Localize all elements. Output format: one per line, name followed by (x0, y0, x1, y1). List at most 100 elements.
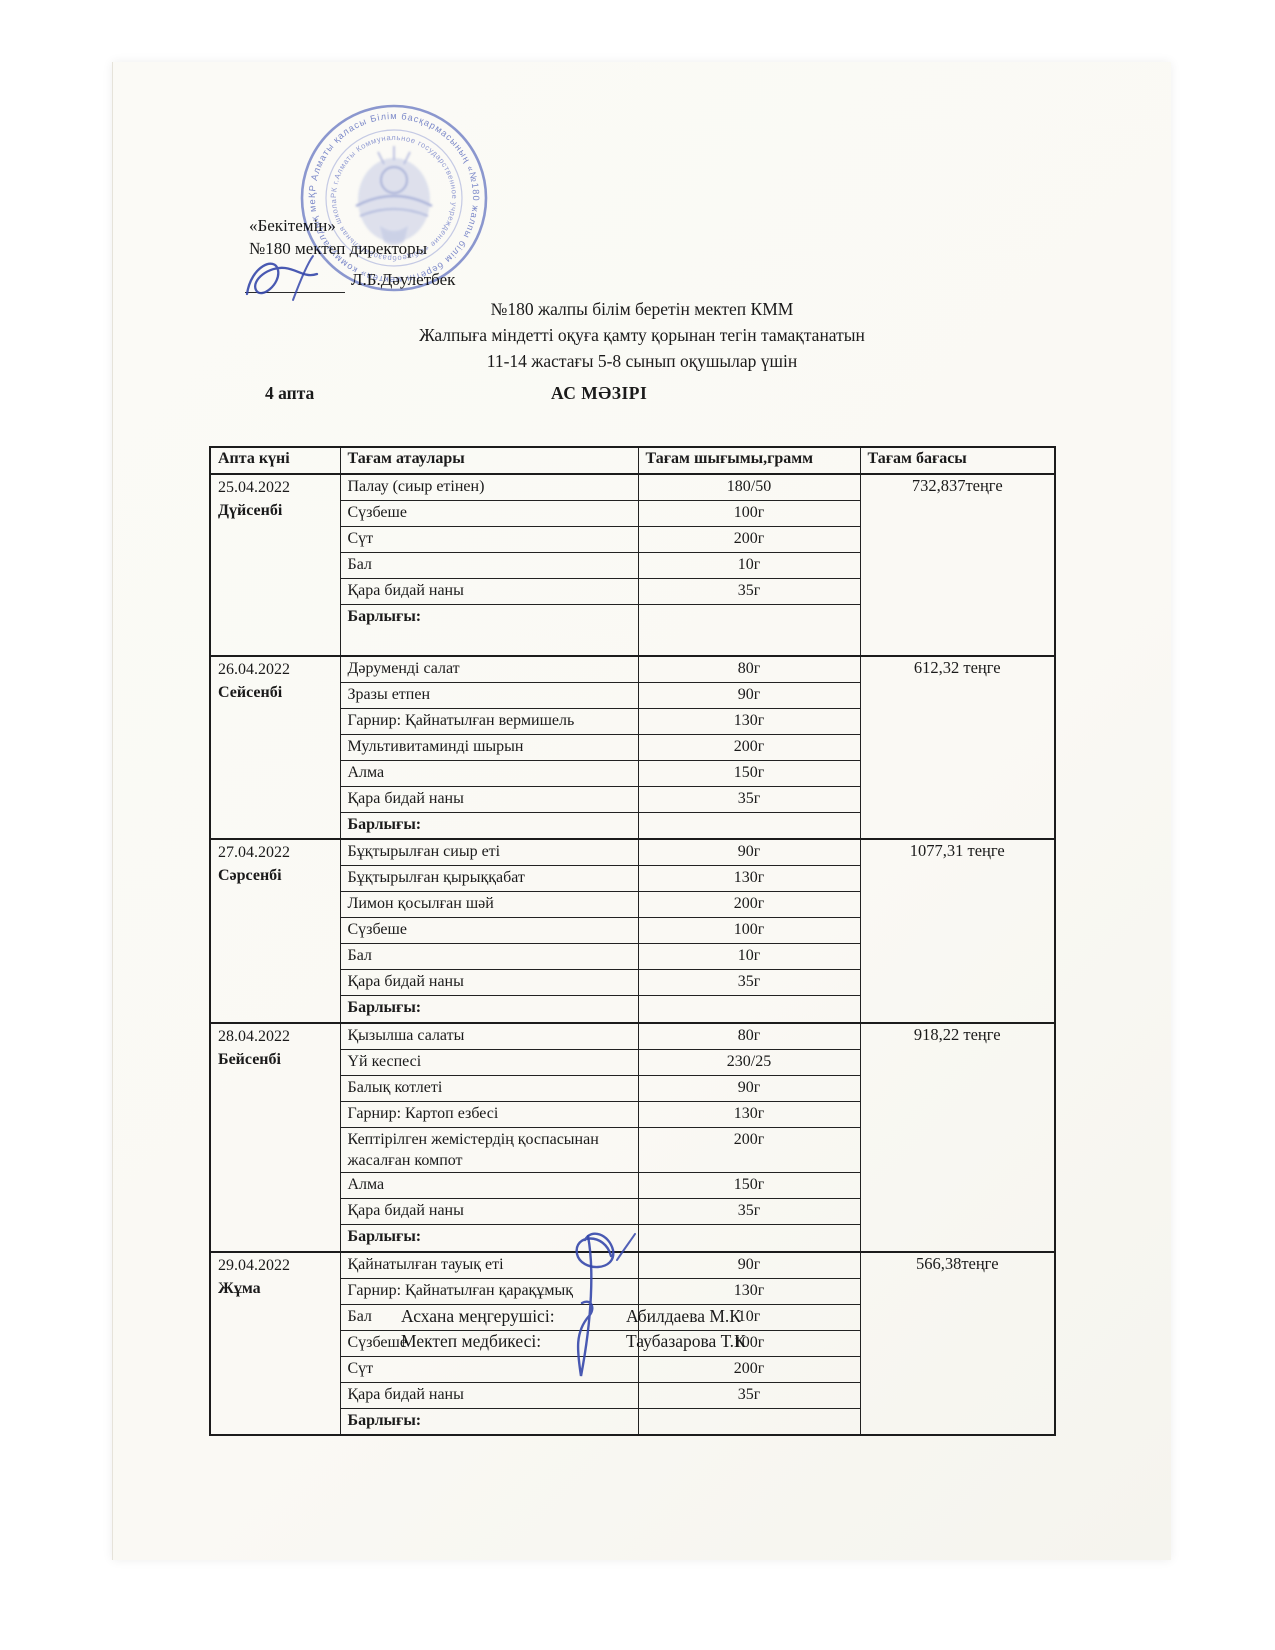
col-header-dish: Тағам атаулары (339, 446, 639, 475)
dish-name: Қара бидай наны (339, 786, 639, 813)
dish-name: Алма (339, 1172, 639, 1199)
menu-item-row: Сүт 200г (210, 526, 1055, 553)
col-header-amount: Тағам шығымы,грамм (637, 446, 861, 475)
menu-item-row: Кептірілген жемістердің қоспасынан жасал… (210, 1127, 1055, 1173)
day-date: 28.04.2022 (218, 1028, 290, 1045)
dish-name: Сүзбеше (339, 917, 639, 944)
day-cell: 29.04.2022 Жұма (209, 1251, 341, 1436)
day-weekday: Бейсенбі (218, 1051, 281, 1068)
dish-amount: 200г (637, 891, 861, 918)
dish-name: Сүт (339, 526, 639, 553)
title-line-1: №180 жалпы білім беретін мектеп КММ (490, 299, 794, 319)
menu-item-row: Мультивитаминді шырын 200г (210, 734, 1055, 761)
dish-name: Кептірілген жемістердің қоспасынан жасал… (339, 1127, 639, 1173)
dish-amount: 10г (637, 552, 861, 579)
menu-item-row: Қара бидай наны 35г (210, 1382, 1055, 1409)
dish-amount: 35г (637, 786, 861, 813)
day-price: 1077,31 теңге (859, 838, 1056, 1024)
dish-amount: 150г (637, 1172, 861, 1199)
menu-item-row: Гарнир: Қайнатылған вермишель 130г (210, 708, 1055, 735)
dish-name: Сүзбеше (339, 500, 639, 527)
menu-item-row: Лимон қосылған шәй 200г (210, 891, 1055, 918)
menu-item-row: 25.04.2022 Дүйсенбі Палау (сиыр етінен) 180… (209, 473, 1056, 657)
day-block-27.04.2022: 27.04.2022 Сәрсенбі Бұқтырылған сиыр еті 90… (209, 838, 1056, 1024)
dish-amount: 90г (637, 1251, 861, 1279)
dish-amount: 130г (637, 708, 861, 735)
dish-name: Қара бидай наны (339, 969, 639, 996)
day-block-26.04.2022: 26.04.2022 Сейсенбі Дәруменді салат 80г 612,… (209, 655, 1056, 840)
dish-amount: 150г (637, 760, 861, 787)
menu-item-row: 26.04.2022 Сейсенбі Дәруменді салат 80г 612,… (209, 655, 1056, 840)
dish-name: Алма (339, 760, 639, 787)
day-block-25.04.2022: 25.04.2022 Дүйсенбі Палау (сиыр етінен) 180… (209, 473, 1056, 657)
total-amount-empty (637, 604, 861, 657)
dish-name: Зразы етпен (339, 682, 639, 709)
dish-amount: 35г (637, 1382, 861, 1409)
footer-name-1: Абилдаева М.К (626, 1306, 741, 1326)
dish-amount: 80г (637, 655, 861, 683)
total-label: Барлығы: (339, 995, 639, 1024)
dish-name: Гарнир: Картоп езбесі (339, 1101, 639, 1128)
dish-amount: 200г (637, 526, 861, 553)
col-header-day: Апта күні (209, 446, 341, 475)
paper-sheet: ҚР Алматы қаласы Білім басқармасының «№1… (112, 62, 1171, 1560)
dish-amount: 35г (637, 578, 861, 605)
day-weekday: Жұма (218, 1280, 261, 1297)
dish-amount: 90г (637, 682, 861, 709)
day-price: 612,32 теңге (859, 655, 1056, 840)
dish-amount: 200г (637, 1356, 861, 1383)
dish-amount: 90г (637, 838, 861, 866)
day-block-29.04.2022: 29.04.2022 Жұма Қайнатылған тауық еті 90г 56… (209, 1251, 1056, 1436)
footer-roles: Асхана меңгерушісі: Мектеп медбикесі: (401, 1304, 555, 1354)
total-row: Барлығы: (210, 1224, 1055, 1253)
dish-name: Бұқтырылған сиыр еті (339, 838, 639, 866)
dish-name: Дәруменді салат (339, 655, 639, 683)
total-amount-empty (637, 1224, 861, 1253)
dish-name: Үй кеспесі (339, 1049, 639, 1076)
title-line-3: 11-14 жастағы 5-8 сынып оқушылар үшін (486, 351, 798, 371)
day-date: 27.04.2022 (218, 844, 290, 861)
menu-item-row: 28.04.2022 Бейсенбі Қызылша салаты 80г 918,2… (209, 1022, 1056, 1253)
menu-item-row: Бал 10г (210, 943, 1055, 970)
day-date: 26.04.2022 (218, 661, 290, 678)
dish-amount: 10г (637, 943, 861, 970)
day-weekday: Сейсенбі (218, 684, 283, 701)
menu-table: Апта күні Тағам атаулары Тағам шығымы,гр… (209, 446, 1056, 1436)
dish-amount: 180/50 (637, 473, 861, 501)
footer-signature-icon (575, 1232, 636, 1377)
dish-name: Қара бидай наны (339, 1382, 639, 1409)
dish-name: Бұқтырылған қырыққабат (339, 865, 639, 892)
menu-item-row: Алма 150г (210, 760, 1055, 787)
total-amount-empty (637, 812, 861, 840)
col-header-price: Тағам бағасы (859, 446, 1056, 475)
dish-name: Лимон қосылған шәй (339, 891, 639, 918)
total-amount-empty (637, 1408, 861, 1436)
total-label: Барлығы: (339, 1224, 639, 1253)
menu-item-row: Қара бидай наны 35г (210, 786, 1055, 813)
menu-title: АС МӘЗІРІ (551, 383, 648, 403)
dish-name: Бал (339, 552, 639, 579)
total-row: Барлығы: (210, 995, 1055, 1024)
dish-amount: 10г (637, 1304, 861, 1331)
approval-block: «Бекітемін» №180 мектеп директоры Л.Б.Дә… (245, 214, 455, 302)
dish-name: Мультивитаминді шырын (339, 734, 639, 761)
dish-name: Бал (339, 943, 639, 970)
footer-name-2: Таубазарова Т.К (626, 1331, 746, 1351)
day-cell: 28.04.2022 Бейсенбі (209, 1022, 341, 1253)
title-line-2: Жалпыға міндетті оқуға қамту қорынан тег… (419, 325, 865, 345)
menu-item-row: 27.04.2022 Сәрсенбі Бұқтырылған сиыр еті 90… (209, 838, 1056, 1024)
dish-amount: 80г (637, 1022, 861, 1050)
week-label: 4 апта (265, 383, 315, 403)
day-cell: 25.04.2022 Дүйсенбі (209, 473, 341, 657)
dish-name: Қызылша салаты (339, 1022, 639, 1050)
menu-item-row: Бал 10г (210, 552, 1055, 579)
dish-name: Балық котлеті (339, 1075, 639, 1102)
day-weekday: Дүйсенбі (218, 502, 283, 519)
dish-name: Палау (сиыр етінен) (339, 473, 639, 501)
document-title: №180 жалпы білім беретін мектеп КММ Жалп… (113, 296, 1171, 374)
dish-amount: 200г (637, 734, 861, 761)
menu-item-row: Бұқтырылған қырыққабат 130г (210, 865, 1055, 892)
day-cell: 26.04.2022 Сейсенбі (209, 655, 341, 840)
dish-amount: 200г (637, 1127, 861, 1173)
